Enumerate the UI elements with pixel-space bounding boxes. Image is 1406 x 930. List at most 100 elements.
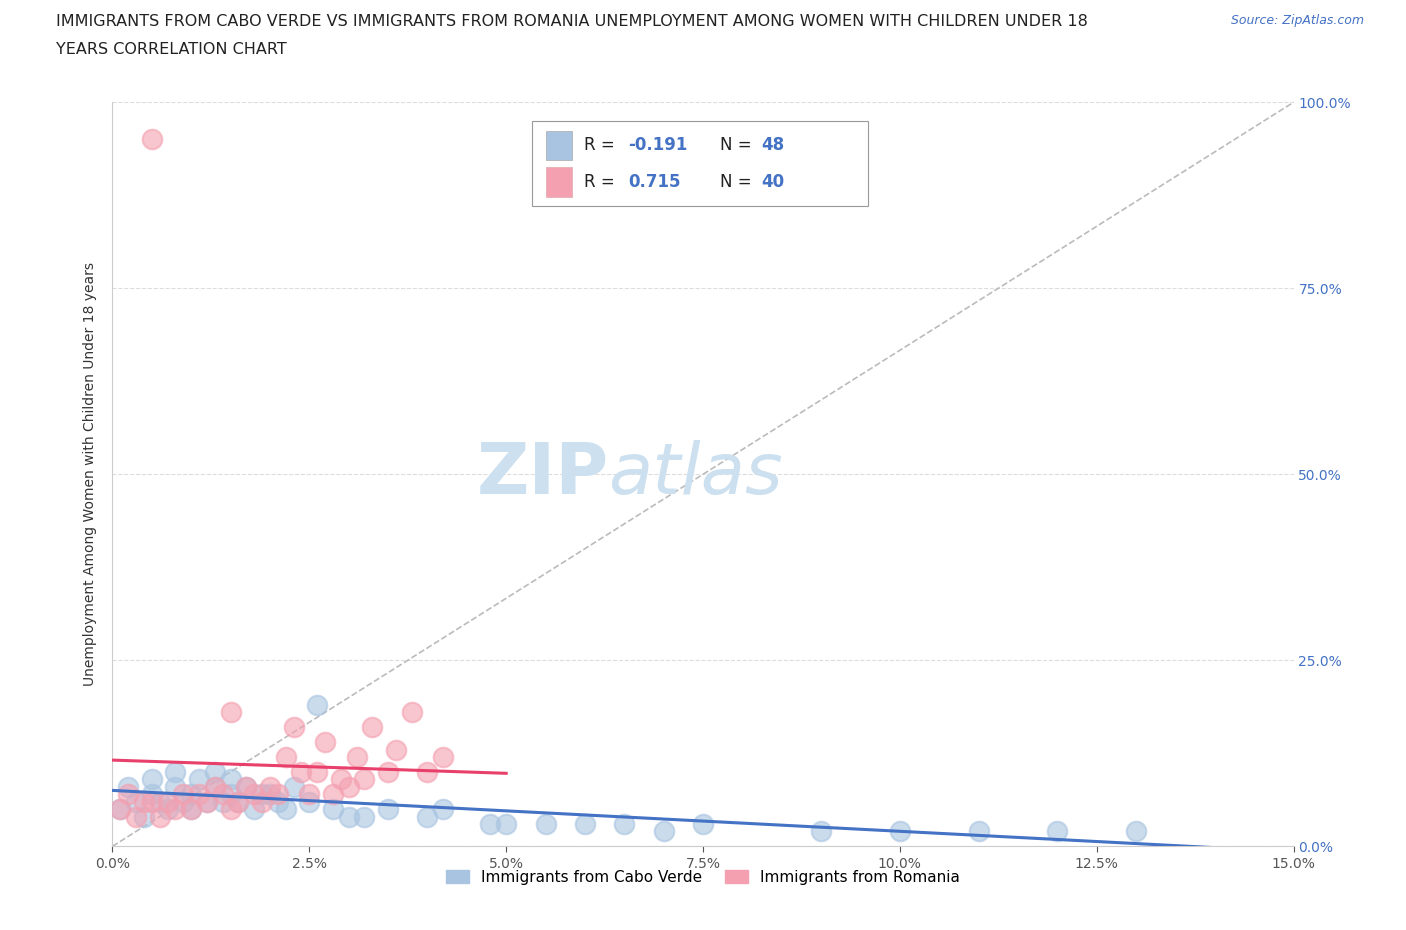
Point — [211, 794, 233, 809]
Point — [219, 787, 242, 802]
Legend: Immigrants from Cabo Verde, Immigrants from Romania: Immigrants from Cabo Verde, Immigrants f… — [440, 863, 966, 891]
Text: 48: 48 — [761, 137, 785, 154]
Point — [195, 794, 218, 809]
Point — [307, 698, 329, 712]
Point — [401, 705, 423, 720]
Point — [810, 824, 832, 839]
Point — [259, 787, 281, 802]
Point — [149, 809, 172, 824]
Point — [322, 802, 344, 817]
Point — [141, 772, 163, 787]
Point — [283, 779, 305, 794]
Point — [125, 809, 148, 824]
Text: 40: 40 — [761, 173, 785, 191]
Point — [195, 794, 218, 809]
Text: ZIP: ZIP — [477, 440, 609, 509]
Text: YEARS CORRELATION CHART: YEARS CORRELATION CHART — [56, 42, 287, 57]
Point — [329, 772, 352, 787]
Point — [211, 787, 233, 802]
Point — [165, 764, 187, 779]
Point — [156, 794, 179, 809]
FancyBboxPatch shape — [546, 167, 572, 197]
Point — [125, 794, 148, 809]
Point — [188, 787, 211, 802]
Point — [156, 802, 179, 817]
Point — [180, 802, 202, 817]
Point — [219, 772, 242, 787]
Point — [283, 720, 305, 735]
Point — [337, 809, 360, 824]
Point — [204, 764, 226, 779]
Point — [250, 794, 273, 809]
Point — [1046, 824, 1069, 839]
Text: -0.191: -0.191 — [628, 137, 688, 154]
Point — [243, 787, 266, 802]
Point — [243, 802, 266, 817]
Point — [1125, 824, 1147, 839]
Point — [149, 794, 172, 809]
Point — [889, 824, 911, 839]
Point — [534, 817, 557, 831]
Point — [290, 764, 312, 779]
Point — [416, 764, 439, 779]
Point — [353, 809, 375, 824]
Point — [132, 794, 155, 809]
Point — [385, 742, 408, 757]
Y-axis label: Unemployment Among Women with Children Under 18 years: Unemployment Among Women with Children U… — [83, 262, 97, 686]
Point — [346, 750, 368, 764]
Point — [165, 802, 187, 817]
Point — [416, 809, 439, 824]
Text: N =: N = — [720, 137, 756, 154]
Point — [314, 735, 336, 750]
Point — [307, 764, 329, 779]
Point — [353, 772, 375, 787]
Point — [377, 764, 399, 779]
Point — [267, 794, 290, 809]
Point — [267, 787, 290, 802]
Point — [235, 779, 257, 794]
Text: R =: R = — [583, 137, 620, 154]
Point — [180, 787, 202, 802]
Point — [495, 817, 517, 831]
Point — [274, 750, 297, 764]
FancyBboxPatch shape — [531, 121, 869, 206]
Text: R =: R = — [583, 173, 620, 191]
Text: atlas: atlas — [609, 440, 783, 509]
Point — [141, 794, 163, 809]
Point — [613, 817, 636, 831]
Point — [180, 802, 202, 817]
Point — [574, 817, 596, 831]
Point — [132, 809, 155, 824]
Point — [432, 802, 454, 817]
Point — [250, 787, 273, 802]
Point — [377, 802, 399, 817]
Point — [298, 787, 321, 802]
Text: 0.715: 0.715 — [628, 173, 681, 191]
Text: Source: ZipAtlas.com: Source: ZipAtlas.com — [1230, 14, 1364, 27]
Point — [361, 720, 384, 735]
Point — [432, 750, 454, 764]
Point — [235, 779, 257, 794]
Point — [274, 802, 297, 817]
Point — [219, 705, 242, 720]
Point — [172, 787, 194, 802]
Point — [479, 817, 502, 831]
Point — [110, 802, 132, 817]
Point — [322, 787, 344, 802]
Point — [228, 794, 250, 809]
Point — [165, 779, 187, 794]
Point — [141, 787, 163, 802]
Point — [172, 794, 194, 809]
Text: N =: N = — [720, 173, 756, 191]
Point — [692, 817, 714, 831]
Point — [228, 794, 250, 809]
Point — [204, 779, 226, 794]
Point — [141, 132, 163, 147]
Point — [259, 779, 281, 794]
Point — [117, 779, 139, 794]
Point — [204, 779, 226, 794]
FancyBboxPatch shape — [546, 130, 572, 160]
Point — [110, 802, 132, 817]
Point — [188, 772, 211, 787]
Point — [117, 787, 139, 802]
